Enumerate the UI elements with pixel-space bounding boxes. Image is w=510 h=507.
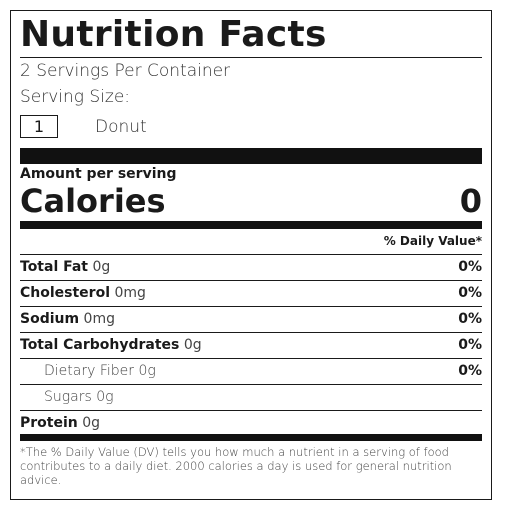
thick-divider: [20, 148, 482, 164]
divider: [20, 280, 482, 281]
nutrition-label: Nutrition Facts 2 Servings Per Container…: [10, 10, 492, 500]
divider: [20, 384, 482, 385]
nutrient-name: Dietary Fiber: [44, 363, 135, 379]
servings-per-container: 2 Servings Per Container: [20, 61, 231, 81]
nutrient-name: Total Fat: [20, 259, 89, 275]
nutrient-amount: 0g: [92, 259, 111, 275]
nutrient-amount: 0g: [96, 389, 114, 405]
nutrient-dv: 0%: [458, 285, 482, 301]
nutrient-dv: 0%: [458, 363, 482, 379]
serving-unit: Donut: [95, 117, 147, 137]
divider: [20, 410, 482, 411]
nutrient-name: Sugars: [44, 389, 92, 405]
divider: [20, 57, 482, 58]
calories-value: 0: [459, 182, 482, 220]
nutrient-row-cholesterol: Cholesterol 0mg 0%: [20, 281, 482, 306]
nutrient-amount: 0g: [183, 337, 202, 353]
divider: [20, 306, 482, 307]
daily-value-header: % Daily Value*: [383, 234, 482, 248]
nutrient-row-protein: Protein 0g: [20, 411, 482, 436]
nutrient-name: Total Carbohydrates: [20, 337, 180, 353]
nutrient-row-sodium: Sodium 0mg 0%: [20, 307, 482, 332]
nutrient-row-total-fat: Total Fat 0g 0%: [20, 255, 482, 280]
nutrient-row-dietary-fiber: Dietary Fiber 0g 0%: [20, 359, 482, 384]
medium-divider: [20, 221, 482, 229]
divider: [20, 358, 482, 359]
nutrient-dv: 0%: [458, 311, 482, 327]
nutrient-row-sugars: Sugars 0g: [20, 385, 482, 410]
nutrient-name: Cholesterol: [20, 285, 110, 301]
divider: [20, 332, 482, 333]
nutrient-amount: 0g: [138, 363, 156, 379]
nutrient-dv: 0%: [458, 337, 482, 353]
nutrient-amount: 0g: [82, 415, 100, 431]
calories-label: Calories: [20, 182, 166, 220]
nutrient-dv: 0%: [458, 259, 482, 275]
nutrient-amount: 0mg: [83, 311, 115, 327]
serving-quantity-box: 1: [20, 115, 58, 138]
amount-per-serving: Amount per serving: [20, 166, 177, 182]
divider: [20, 254, 482, 255]
label-title: Nutrition Facts: [20, 14, 327, 55]
nutrient-amount: 0mg: [114, 285, 146, 301]
serving-size-label: Serving Size:: [20, 87, 131, 107]
daily-value-footnote: *The % Daily Value (DV) tells you how mu…: [20, 445, 452, 487]
nutrient-name: Protein: [20, 415, 78, 431]
footer-divider: [20, 434, 482, 441]
nutrient-row-total-carbohydrates: Total Carbohydrates 0g 0%: [20, 333, 482, 358]
nutrient-name: Sodium: [20, 311, 80, 327]
